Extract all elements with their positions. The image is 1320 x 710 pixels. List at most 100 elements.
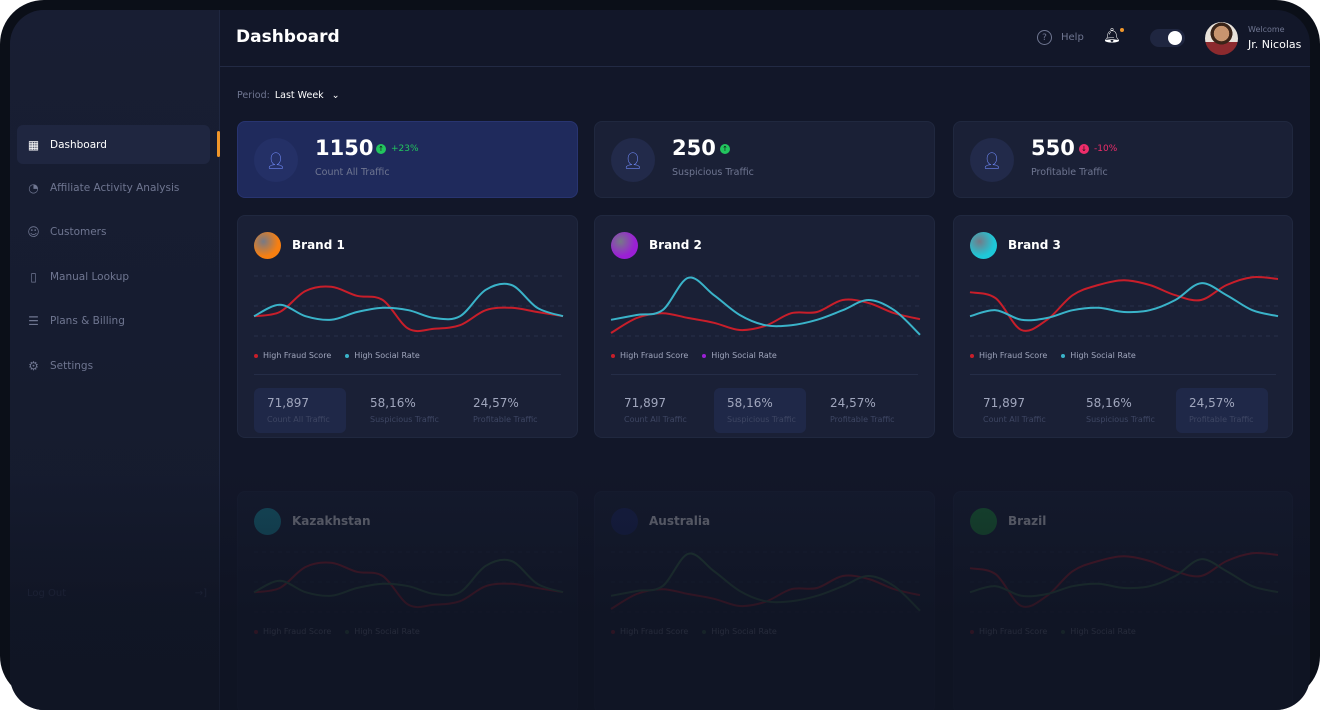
fraud-line [969,275,1279,332]
divider [970,374,1276,375]
chart-legend: High Fraud Score High Social Rate [254,627,420,636]
brand-logo [254,232,281,259]
user-alert-icon: 👤︎ [611,138,655,182]
stat-value: 250 [672,136,716,160]
country-card[interactable]: Australia High Fraud Score High Social R… [594,491,935,710]
metric: 71,897 Count All Traffic [254,388,346,433]
stat-change: ↓ -10% [1079,144,1117,154]
pie-chart-icon: ◔ [28,180,39,195]
brand-name: Brand 3 [1008,238,1061,252]
country-card[interactable]: Brazil High Fraud Score High Social Rate [953,491,1293,710]
fraud-line [253,561,564,609]
trend-chart [969,551,1279,613]
sidebar-item-customers[interactable]: ☺ Customers [27,224,107,239]
logout-button[interactable]: Log Out →] [27,588,207,599]
sidebar-item-affiliate-activity-analysis[interactable]: ◔ Affiliate Activity Analysis [28,180,180,195]
chart-legend: High Fraud Score High Social Rate [611,627,777,636]
trend-chart [610,551,921,613]
stat-label: Suspicious Traffic [672,167,754,178]
stat-change: ↑ +23% [376,144,419,154]
country-flag [254,508,281,535]
gear-icon: ⚙ [28,358,39,373]
stat-value: 1150 [315,136,374,160]
chevron-down-icon: ⌄ [331,90,340,101]
brand-card[interactable]: Brand 2 High Fraud Score High Social Rat… [594,215,935,438]
legend-social: High Social Rate [1061,351,1136,360]
period-selector[interactable]: Period: Last Week ⌄ [237,90,340,101]
user-check-icon: 👤︎ [970,138,1014,182]
notification-bell-icon[interactable]: 🔔︎ [1103,28,1124,44]
stat-card[interactable]: 👤︎ 550 ↓ -10% Profitable Traffic [953,121,1293,198]
chart-legend: High Fraud Score High Social Rate [611,351,777,360]
country-name: Kazakhstan [292,514,371,528]
metric: 24,57% Profitable Traffic [1176,388,1268,433]
country-card[interactable]: Kazakhstan High Fraud Score High Social … [237,491,578,710]
sidebar-item-manual-lookup[interactable]: ▯ Manual Lookup [17,257,210,296]
help-button[interactable]: ? Help [1037,30,1084,45]
app-screen: ▦ Dashboard ◔ Affiliate Activity Analysis … [10,10,1310,710]
page-title: Dashboard [236,27,340,47]
chart-legend: High Fraud Score High Social Rate [970,627,1136,636]
brand-logo [611,232,638,259]
sidebar: ▦ Dashboard ◔ Affiliate Activity Analysis … [10,10,220,710]
sidebar-item-plans-billing[interactable]: ☰ Plans & Billing [28,313,125,328]
legend-social: High Social Rate [702,351,777,360]
legend-fraud: High Fraud Score [970,351,1047,360]
brand-name: Brand 2 [649,238,702,252]
document-icon: ▯ [30,269,37,284]
stat-label: Profitable Traffic [1031,167,1108,178]
fraud-line [253,285,564,333]
metric: 58,16% Suspicious Traffic [714,388,806,433]
social-line [253,558,564,597]
divider [611,374,918,375]
active-indicator [217,131,220,157]
stat-card[interactable]: 👤︎ 250 ↑ Suspicious Traffic [594,121,935,198]
social-line [969,558,1279,598]
logout-icon: →] [194,588,207,599]
brand-card[interactable]: Brand 3 High Fraud Score High Social Rat… [953,215,1293,438]
stat-value: 550 [1031,136,1075,160]
top-header: Dashboard ? Help 🔔︎ Welcome Jr. Nicolas [220,10,1310,67]
legend-social: High Social Rate [345,351,420,360]
legend-fraud: High Fraud Score [254,351,331,360]
stat-label: Count All Traffic [315,167,390,178]
trend-chart [969,275,1279,337]
users-icon: 👤︎ [254,138,298,182]
metric: 58,16% Suspicious Traffic [370,396,439,424]
theme-toggle[interactable] [1150,29,1185,47]
smile-icon: ☺ [27,224,40,239]
arrow-up-icon: ↑ [376,144,386,154]
stat-card[interactable]: 👤︎ 1150 ↑ +23% Count All Traffic [237,121,578,198]
social-line [610,276,921,336]
user-name: Jr. Nicolas [1248,38,1302,51]
grid-icon: ▦ [27,137,40,152]
metric: 71,897 Count All Traffic [624,396,687,424]
sidebar-item-dashboard[interactable]: ▦ Dashboard [17,125,210,164]
avatar[interactable] [1205,22,1238,55]
legend-fraud: High Fraud Score [611,351,688,360]
country-name: Brazil [1008,514,1047,528]
brand-name: Brand 1 [292,238,345,252]
arrow-down-icon: ↓ [1079,144,1089,154]
arrow-up-icon: ↑ [720,144,730,154]
social-line [969,282,1279,322]
fraud-line [610,298,921,334]
trend-chart [610,275,921,337]
metric: 24,57% Profitable Traffic [473,396,538,424]
brand-card[interactable]: Brand 1 High Fraud Score High Social Rat… [237,215,578,438]
sidebar-item-settings[interactable]: ⚙ Settings [28,358,94,373]
help-icon: ? [1037,30,1052,45]
fraud-line [610,574,921,610]
country-name: Australia [649,514,711,528]
chart-legend: High Fraud Score High Social Rate [970,351,1136,360]
metric: 58,16% Suspicious Traffic [1086,396,1155,424]
country-flag [970,508,997,535]
trend-chart [253,551,564,613]
fraud-line [969,551,1279,608]
metric: 71,897 Count All Traffic [983,396,1046,424]
trend-chart [253,275,564,337]
brand-logo [970,232,997,259]
divider [254,374,561,375]
toggle-knob [1168,31,1182,45]
